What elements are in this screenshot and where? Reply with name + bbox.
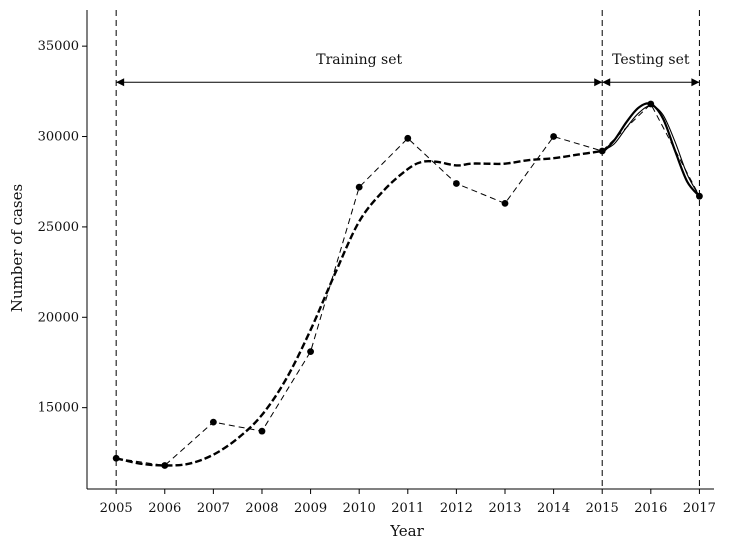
data-point: [209, 418, 217, 426]
x-tick-label: 2005: [100, 501, 133, 516]
x-axis-label: Year: [389, 522, 424, 540]
x-tick-label: 2007: [197, 501, 230, 516]
x-tick-label: 2006: [148, 501, 181, 516]
annotations: Training set Testing set: [116, 52, 700, 87]
y-axis-label: Number of cases: [8, 184, 26, 312]
x-tick-label: 2013: [488, 501, 521, 516]
y-tick-label: 35000: [38, 39, 79, 54]
series-line-4: [601, 102, 701, 197]
x-tick-label: 2016: [634, 501, 667, 516]
x-tick-label: 2015: [586, 501, 619, 516]
data-point: [355, 183, 363, 191]
y-tick-label: 20000: [38, 310, 79, 325]
x-tick-label: 2009: [294, 501, 327, 516]
data-point: [598, 147, 606, 155]
x-tick-label: 2014: [537, 501, 570, 516]
y-tick-label: 30000: [38, 130, 79, 145]
range-label: Training set: [316, 52, 402, 68]
data-point: [501, 200, 509, 207]
series-line-2: [115, 149, 603, 467]
arrow-head-left: [602, 78, 611, 87]
y-tick-label: 15000: [38, 401, 79, 416]
x-tick-label: 2010: [343, 501, 376, 516]
x-axis-ticks: 2005 2006 2007 2008 2009 2010 2011 2012 2013 2014…: [100, 489, 716, 516]
x-tick-label: 2012: [440, 501, 473, 516]
data-point: [161, 462, 169, 469]
data-point: [550, 133, 558, 140]
x-tick-label: 2017: [683, 501, 716, 516]
data-point: [307, 348, 314, 356]
data-point: [404, 134, 412, 142]
arrow-head-right: [691, 78, 700, 87]
series-line-3: [601, 105, 700, 197]
arrow-head-right: [594, 78, 603, 87]
data-point: [258, 427, 266, 435]
range-label: Testing set: [612, 52, 690, 68]
data-point: [452, 180, 460, 187]
y-axis-ticks: 15000 20000 25000 30000 35000: [38, 39, 87, 416]
arrow-head-left: [116, 78, 125, 87]
x-tick-label: 2008: [245, 501, 278, 516]
series-group: [112, 100, 703, 469]
y-tick-label: 25000: [38, 220, 79, 235]
series-line-1: [116, 103, 700, 467]
x-tick-label: 2011: [391, 501, 424, 516]
